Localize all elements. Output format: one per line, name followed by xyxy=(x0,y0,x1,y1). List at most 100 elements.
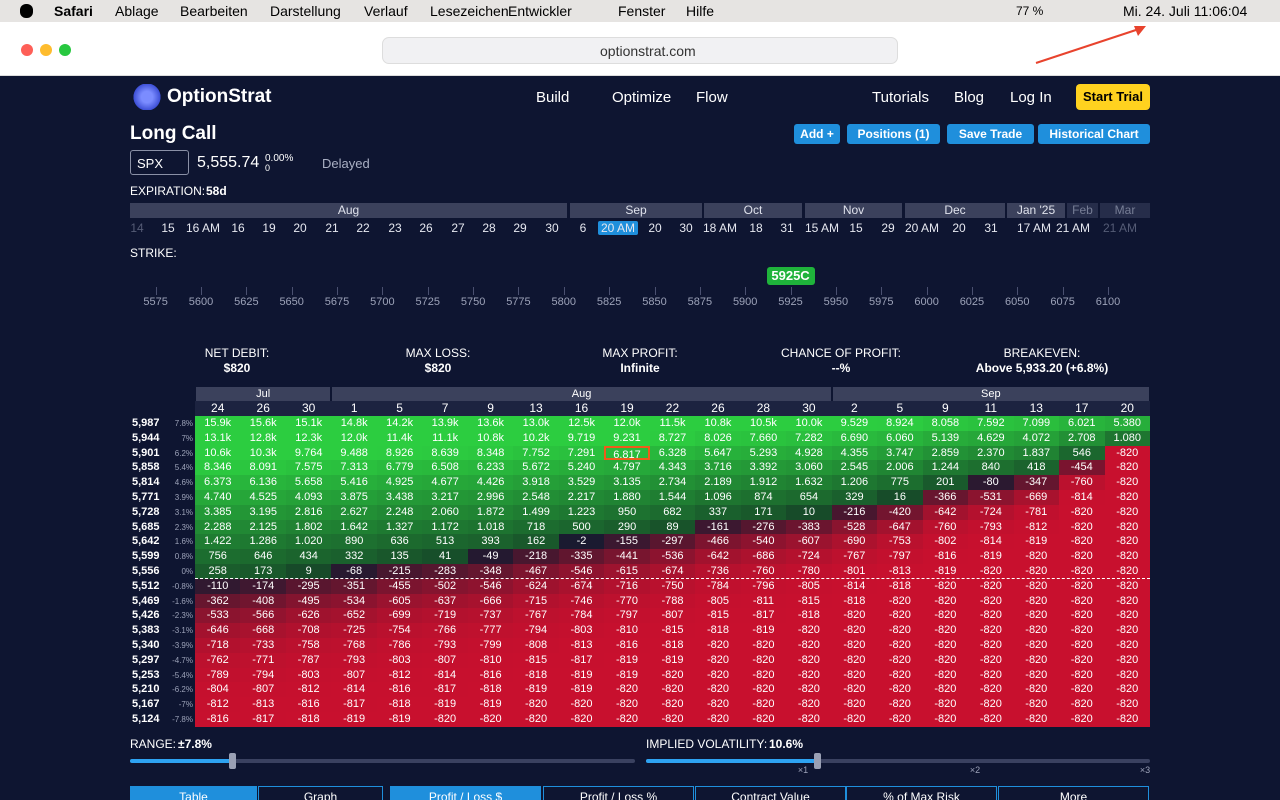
pl-cell[interactable]: -820 xyxy=(467,712,514,727)
pl-cell[interactable]: 2.288 xyxy=(195,519,241,535)
pl-cell[interactable]: 7.592 xyxy=(968,416,1014,431)
pl-cell[interactable]: 201 xyxy=(922,475,969,490)
pl-cell[interactable]: -383 xyxy=(786,519,832,535)
pl-cell[interactable]: -820 xyxy=(1104,490,1150,505)
pl-cell[interactable]: 3.217 xyxy=(422,490,468,505)
pl-cell[interactable]: -766 xyxy=(422,623,468,638)
pl-cell[interactable]: -811 xyxy=(740,593,787,609)
pl-cell[interactable]: 3.716 xyxy=(695,460,741,476)
pl-cell[interactable]: 7.313 xyxy=(331,460,377,476)
expiration-day[interactable]: 27 xyxy=(451,221,465,235)
pl-cell[interactable]: 5.647 xyxy=(695,445,741,461)
pl-cell[interactable]: -771 xyxy=(240,652,286,668)
pl-cell[interactable]: -218 xyxy=(513,549,559,564)
pl-cell[interactable]: -283 xyxy=(422,564,468,579)
pl-cell[interactable]: -820 xyxy=(740,667,787,683)
pl-cell[interactable]: -814 xyxy=(968,534,1014,550)
pl-cell[interactable]: -820 xyxy=(1059,578,1105,594)
pl-cell[interactable]: -351 xyxy=(331,578,377,594)
pl-cell[interactable]: -820 xyxy=(1059,593,1105,609)
pl-cell[interactable]: 10.0k xyxy=(786,416,832,431)
pl-cell[interactable]: -816 xyxy=(376,682,423,698)
pl-cell[interactable]: -669 xyxy=(1013,490,1060,505)
pl-cell[interactable]: -820 xyxy=(922,682,969,698)
pl-cell[interactable]: 1.499 xyxy=(513,504,559,520)
pl-cell[interactable]: -820 xyxy=(968,697,1014,712)
pl-cell[interactable]: -760 xyxy=(1059,475,1105,490)
pl-cell[interactable]: -216 xyxy=(831,504,878,520)
pl-cell[interactable]: 13.0k xyxy=(513,416,559,431)
pl-cell[interactable]: -818 xyxy=(285,712,332,727)
pl-cell[interactable]: -820 xyxy=(968,578,1014,594)
pl-cell[interactable]: 3.529 xyxy=(558,475,605,490)
pl-cell[interactable]: 2.248 xyxy=(376,504,423,520)
pl-cell[interactable]: -819 xyxy=(467,697,514,712)
pl-cell[interactable]: -807 xyxy=(240,682,286,698)
pl-cell[interactable]: -820 xyxy=(831,623,878,638)
pl-cell[interactable]: -803 xyxy=(376,652,423,668)
pl-cell[interactable]: -815 xyxy=(649,623,696,638)
pl-cell[interactable]: -546 xyxy=(558,564,605,579)
pl-cell[interactable]: -793 xyxy=(331,652,377,668)
pl-cell[interactable]: -758 xyxy=(285,638,332,653)
expiration-day[interactable]: 22 xyxy=(356,221,370,235)
pl-cell[interactable]: 6.690 xyxy=(831,430,878,446)
pl-cell[interactable]: -546 xyxy=(467,578,514,594)
pl-cell[interactable]: 546 xyxy=(1059,445,1105,461)
pl-cell[interactable]: -820 xyxy=(1013,623,1060,638)
pl-cell[interactable]: 16 xyxy=(877,490,923,505)
pl-cell[interactable]: -807 xyxy=(331,667,377,683)
expiration-day[interactable]: 31 xyxy=(780,221,794,235)
pl-cell[interactable]: -812 xyxy=(195,697,241,712)
pl-cell[interactable]: -467 xyxy=(513,564,559,579)
pl-cell[interactable]: -820 xyxy=(922,578,969,594)
pl-cell[interactable]: -80 xyxy=(968,475,1014,490)
metric-tab[interactable]: % of Max Risk xyxy=(846,786,997,800)
pl-cell[interactable]: 7.575 xyxy=(285,460,332,476)
pl-cell[interactable]: -820 xyxy=(968,667,1014,683)
pl-cell[interactable]: -820 xyxy=(1059,712,1105,727)
pl-cell[interactable]: -736 xyxy=(695,564,741,579)
menu-item[interactable]: Ablage xyxy=(115,3,159,19)
pl-cell[interactable]: -803 xyxy=(558,623,605,638)
pl-cell[interactable]: 8.058 xyxy=(922,416,969,431)
pl-cell[interactable]: 290 xyxy=(604,519,650,535)
expiration-day[interactable]: 18 xyxy=(749,221,763,235)
pl-cell[interactable]: 2.060 xyxy=(422,504,468,520)
pl-cell[interactable]: -814 xyxy=(331,682,377,698)
pl-cell[interactable]: -820 xyxy=(1104,638,1150,653)
pl-cell[interactable]: -642 xyxy=(695,549,741,564)
pl-cell[interactable]: -647 xyxy=(877,519,923,535)
iv-handle[interactable] xyxy=(814,753,821,769)
expiration-day[interactable]: 21 AM xyxy=(1102,221,1138,235)
pl-cell[interactable]: -820 xyxy=(831,652,878,668)
month-bar[interactable]: Aug xyxy=(130,203,567,218)
pl-cell[interactable]: -804 xyxy=(195,682,241,698)
pl-cell[interactable]: 890 xyxy=(331,534,377,550)
pl-cell[interactable]: -820 xyxy=(1013,638,1060,653)
pl-cell[interactable]: -812 xyxy=(285,682,332,698)
menu-item[interactable]: Hilfe xyxy=(686,3,715,19)
pl-cell[interactable]: 6.817 xyxy=(604,445,650,461)
pl-cell[interactable]: -803 xyxy=(285,667,332,683)
pl-cell[interactable]: -817 xyxy=(740,608,787,624)
pl-cell[interactable]: -819 xyxy=(968,549,1014,564)
expiration-day[interactable]: 14 xyxy=(130,221,144,235)
menu-item[interactable]: Bearbeiten xyxy=(180,3,248,19)
pl-cell[interactable]: -607 xyxy=(786,534,832,550)
month-bar[interactable]: Mar xyxy=(1100,203,1150,218)
pl-cell[interactable]: -531 xyxy=(968,490,1014,505)
pl-cell[interactable]: -540 xyxy=(740,534,787,550)
pl-cell[interactable]: -793 xyxy=(422,638,468,653)
pl-cell[interactable]: -784 xyxy=(558,608,605,624)
pl-cell[interactable]: -820 xyxy=(786,712,832,727)
pl-cell[interactable]: -817 xyxy=(331,697,377,712)
pl-cell[interactable]: -781 xyxy=(1013,504,1060,520)
pl-cell[interactable]: 12.8k xyxy=(240,430,286,446)
pl-cell[interactable]: -820 xyxy=(831,608,878,624)
pl-cell[interactable]: -816 xyxy=(195,712,241,727)
pl-cell[interactable]: -820 xyxy=(1104,504,1150,520)
pl-cell[interactable]: 10.5k xyxy=(740,416,787,431)
pl-cell[interactable]: 393 xyxy=(467,534,514,550)
strike-badge[interactable]: 5925C xyxy=(766,267,815,285)
